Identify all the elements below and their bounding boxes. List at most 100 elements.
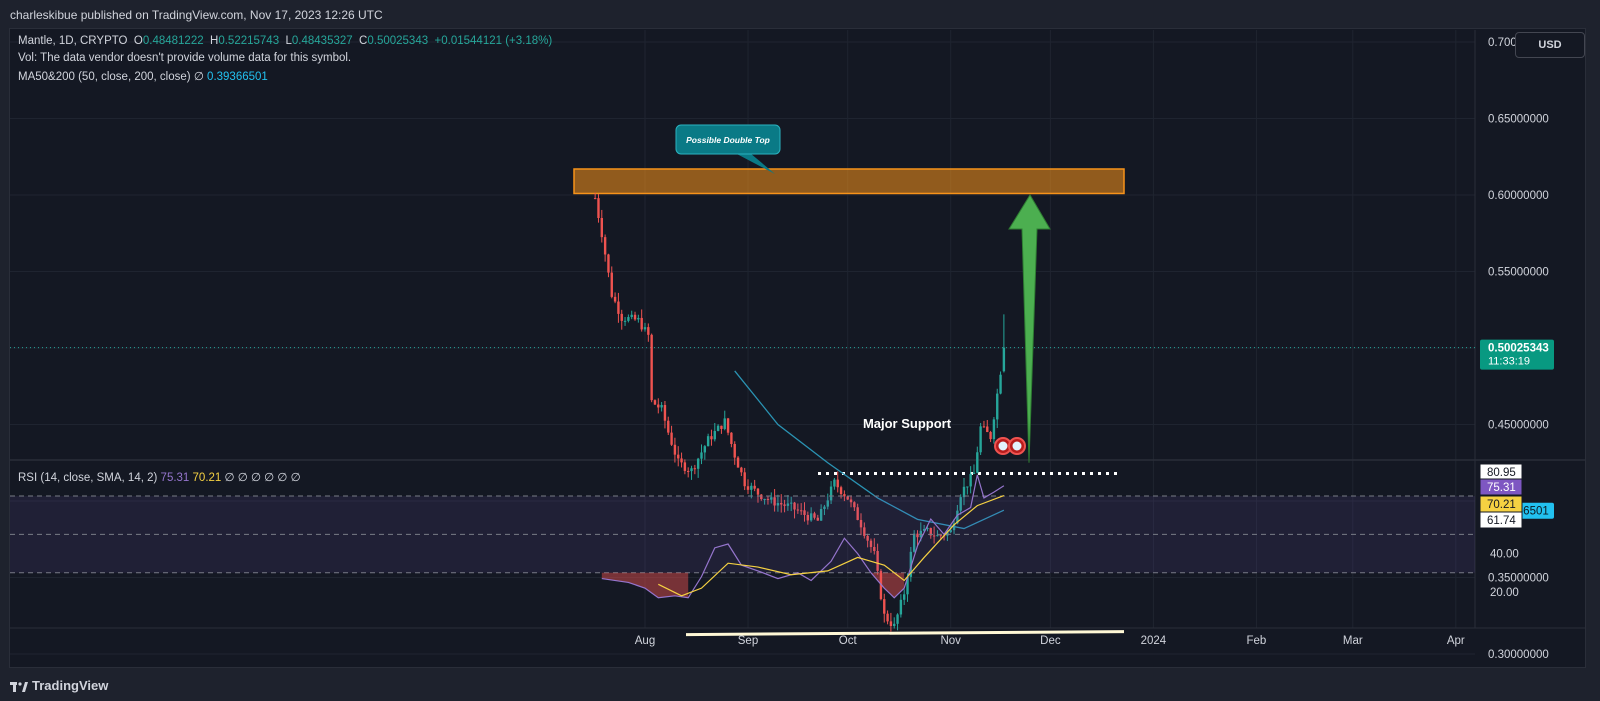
ma-line (734, 370, 1005, 530)
current-price-label: 0.50025343 (1488, 343, 1549, 355)
candle-body (780, 503, 783, 505)
candle-body (986, 426, 989, 433)
candle-body (976, 452, 979, 473)
candle-body (859, 519, 863, 528)
ma-value: 0.39366501 (207, 71, 268, 83)
candle-body (630, 314, 633, 318)
candle-body (839, 487, 843, 495)
currency-button[interactable]: USD (1515, 32, 1585, 58)
candle-body (936, 535, 939, 537)
candle-body (763, 498, 766, 500)
time-tick-label: 2024 (1141, 635, 1167, 647)
rsi-label: RSI (14, close, SMA, 14, 2) (18, 472, 158, 484)
candle-body (849, 499, 853, 503)
candle-body (696, 458, 700, 469)
candle-body (836, 479, 839, 488)
price-tick-label: 0.55000000 (1488, 267, 1549, 279)
rsi-legend[interactable]: RSI (14, close, SMA, 14, 2) 75.31 70.21 … (18, 470, 301, 484)
rsi-badge-label: 61.74 (1487, 515, 1516, 527)
candle-body (959, 497, 962, 511)
symbol-legend[interactable]: Mantle, 1D, CRYPTO O0.48481222 H0.522157… (18, 35, 553, 47)
candle-body (819, 509, 823, 521)
price-tick-label: 0.45000000 (1488, 420, 1549, 432)
time-tick-label: Mar (1343, 635, 1363, 647)
target-arrow (1008, 194, 1051, 463)
candle-body (677, 454, 680, 459)
candle-body (972, 472, 976, 474)
candle-body (982, 426, 986, 428)
tradingview-brand[interactable]: TradingView (10, 678, 108, 693)
support-label: Major Support (863, 416, 952, 431)
candle-body (627, 317, 630, 321)
candle-body (716, 425, 720, 431)
candle-body (743, 472, 746, 487)
candle-body (730, 432, 733, 444)
candle-body (726, 418, 730, 433)
candle-body (653, 400, 657, 405)
open-value: 0.48481222 (142, 35, 204, 47)
candle-body (856, 507, 859, 520)
rsi-ma-value: 70.21 (192, 472, 222, 484)
rsi-badge (1479, 478, 1523, 496)
candle-body (650, 334, 653, 401)
candle-body (773, 497, 776, 506)
close-value: 0.50025343 (367, 35, 429, 47)
candle-body (886, 613, 889, 622)
callout-pointer (735, 153, 775, 174)
candle-body (932, 535, 936, 537)
volume-note: Vol: The data vendor doesn't provide vol… (18, 52, 351, 64)
callout-label: Possible Double Top (686, 135, 770, 145)
candle-body (670, 432, 673, 445)
candle-body (889, 621, 893, 627)
time-tick-label: Oct (839, 635, 858, 647)
candle-body (770, 497, 773, 500)
support-line (685, 630, 1125, 637)
candle-body (869, 540, 873, 547)
candle-body (700, 452, 703, 459)
rsi-badge-label: 80.95 (1487, 467, 1516, 479)
candle-body (1002, 347, 1006, 372)
candle-body (746, 486, 750, 490)
candle-body (617, 301, 620, 314)
candle-body (673, 444, 677, 455)
candle-body (657, 404, 660, 408)
high-value: 0.52215743 (218, 35, 280, 47)
drawing-layer: Possible Double Top Major Support (573, 124, 1125, 637)
ma-legend[interactable]: MA50&200 (50, close, 200, close) ∅ 0.393… (18, 69, 268, 83)
time-tick-label: Feb (1247, 635, 1267, 647)
low-value: 0.48435327 (291, 35, 353, 47)
candle-body (902, 594, 906, 600)
rsi-line (601, 474, 1005, 599)
candle-body (843, 494, 846, 497)
candle-body (766, 498, 770, 500)
candle-body (823, 506, 826, 510)
price-tick-label: 0.65000000 (1488, 114, 1549, 126)
candle-body (899, 599, 903, 615)
candle-body (949, 530, 952, 533)
rsi-tick-label: 20.00 (1490, 587, 1519, 599)
candle-body (829, 486, 833, 501)
rsi-empty-markers: ∅ ∅ ∅ ∅ ∅ ∅ (224, 472, 301, 484)
candle-body (803, 510, 806, 515)
candle-body (989, 432, 992, 440)
candle-body (597, 198, 600, 219)
rsi-badge-label: 70.21 (1487, 499, 1516, 511)
current-price-badge (1480, 339, 1554, 370)
candle-body (610, 272, 613, 297)
price-tick-label: 0.30000000 (1488, 649, 1549, 661)
candle-body (633, 314, 637, 320)
candle-body (979, 426, 982, 453)
candle-body (753, 485, 756, 489)
candle-body (613, 296, 617, 302)
rsi-oversold-fill-0 (601, 572, 689, 598)
candle-body (909, 551, 913, 577)
candle-body (996, 393, 999, 420)
candle-body (846, 496, 849, 500)
candle-body (620, 313, 623, 321)
candle-body (663, 405, 667, 421)
candle-body (733, 443, 736, 458)
rsi-ma-line (658, 495, 1005, 597)
candle-body (783, 504, 786, 506)
axes-layer: 0.750000000.700000000.650000000.60000000… (635, 37, 1554, 661)
